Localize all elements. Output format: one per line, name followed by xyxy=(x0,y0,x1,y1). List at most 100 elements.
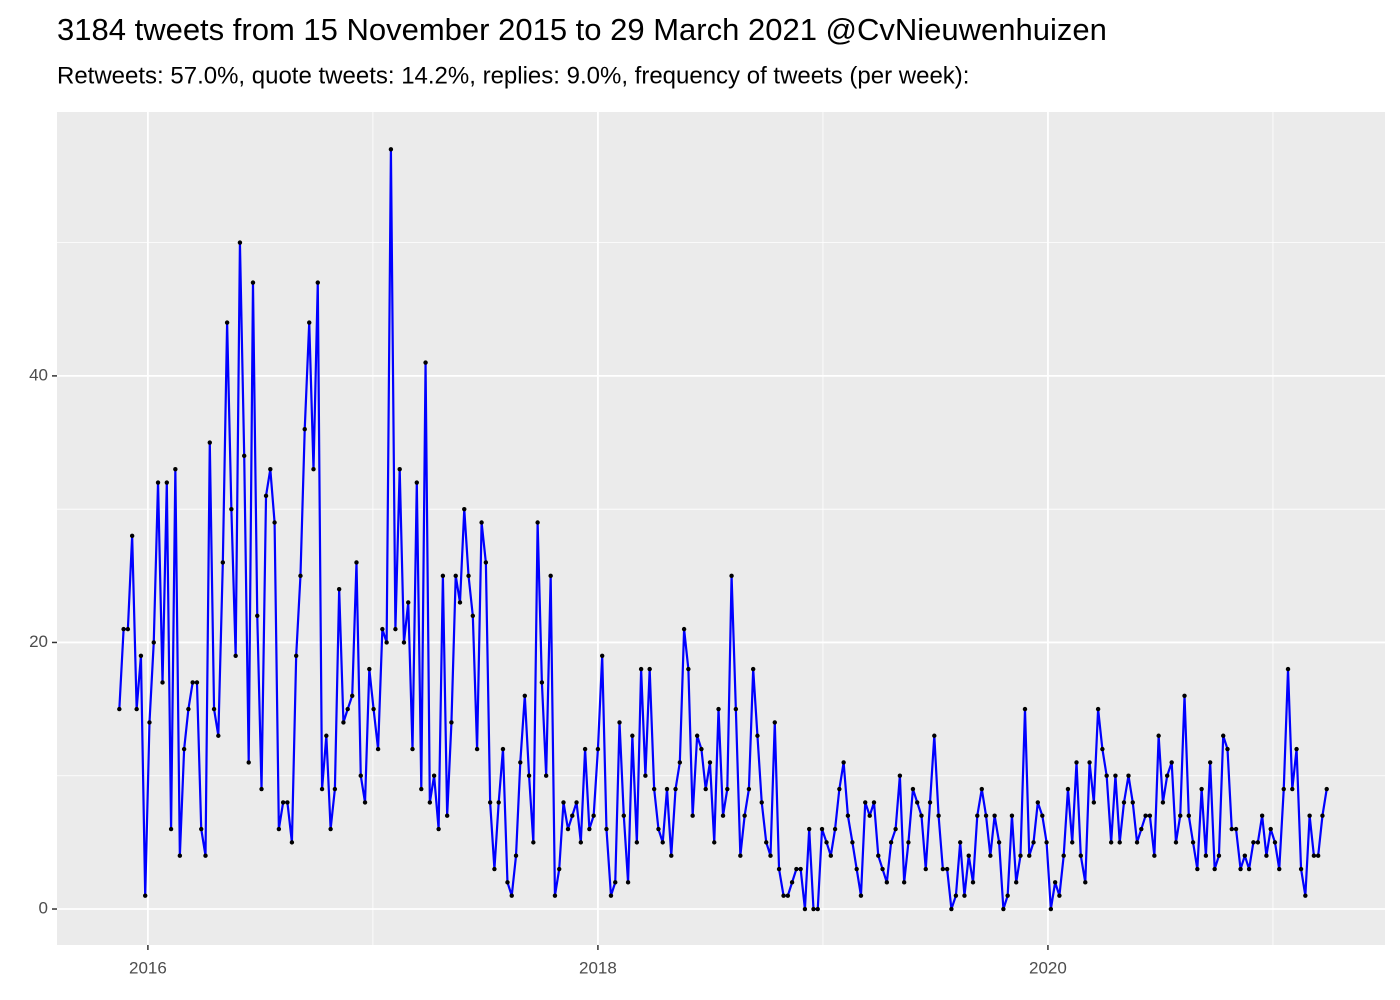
data-point xyxy=(414,480,419,485)
data-point xyxy=(250,280,256,285)
data-point xyxy=(944,866,950,872)
data-point xyxy=(764,840,769,845)
data-point xyxy=(811,906,816,912)
data-point xyxy=(1134,840,1140,845)
data-point xyxy=(354,560,359,565)
data-point xyxy=(436,826,441,832)
data-point xyxy=(324,733,329,738)
data-point xyxy=(1065,786,1071,792)
data-point xyxy=(725,786,730,792)
data-point xyxy=(686,666,691,672)
data-point xyxy=(1100,746,1105,752)
data-point xyxy=(121,626,126,632)
data-point xyxy=(1009,813,1015,818)
data-point xyxy=(828,853,834,858)
data-point xyxy=(419,786,424,792)
data-point xyxy=(319,786,325,792)
data-point xyxy=(190,680,195,685)
data-point xyxy=(1238,866,1243,872)
data-point xyxy=(613,880,618,885)
data-point xyxy=(522,693,527,698)
data-point xyxy=(255,613,260,618)
data-point xyxy=(1277,866,1282,872)
data-point xyxy=(1164,773,1170,778)
data-point xyxy=(1139,826,1144,832)
data-point xyxy=(427,800,433,805)
data-point xyxy=(1169,760,1174,765)
data-point xyxy=(1121,800,1127,805)
data-point xyxy=(462,506,467,512)
data-point xyxy=(962,893,967,898)
data-point xyxy=(1156,733,1161,738)
data-point xyxy=(664,786,670,792)
data-point xyxy=(1104,773,1109,778)
data-point xyxy=(1311,853,1317,858)
data-point xyxy=(535,520,540,525)
data-point xyxy=(341,720,346,725)
data-point xyxy=(1052,880,1058,885)
data-point xyxy=(1113,773,1118,778)
data-point xyxy=(936,813,941,818)
data-point xyxy=(276,826,282,832)
data-point xyxy=(707,760,713,765)
data-point xyxy=(983,813,989,818)
data-point xyxy=(906,840,911,845)
data-point xyxy=(591,813,596,818)
data-point xyxy=(453,573,458,579)
data-point xyxy=(470,613,476,618)
data-point xyxy=(720,813,726,818)
data-point xyxy=(794,866,799,872)
data-point xyxy=(599,653,605,658)
data-point xyxy=(1160,800,1166,805)
data-point xyxy=(211,706,217,712)
data-point xyxy=(957,840,963,845)
data-point xyxy=(587,826,592,832)
data-point xyxy=(1147,813,1153,818)
data-point xyxy=(388,147,394,152)
data-point xyxy=(893,826,898,832)
data-point xyxy=(280,800,286,805)
data-point xyxy=(155,480,161,485)
data-point xyxy=(229,506,234,512)
data-point xyxy=(177,853,183,858)
data-point xyxy=(302,427,307,432)
data-point xyxy=(630,733,635,738)
data-point xyxy=(199,826,204,832)
data-point xyxy=(656,826,661,832)
data-point xyxy=(543,773,549,778)
data-point xyxy=(444,813,450,818)
data-point xyxy=(570,813,575,818)
data-point xyxy=(216,733,221,738)
data-point xyxy=(832,826,838,832)
data-point xyxy=(1108,840,1114,845)
data-point xyxy=(1195,866,1200,872)
data-point xyxy=(970,880,976,885)
data-point xyxy=(203,853,208,858)
data-point xyxy=(733,706,739,712)
data-point xyxy=(410,746,415,752)
data-point xyxy=(988,853,993,858)
data-point xyxy=(824,840,829,845)
data-point xyxy=(845,813,851,818)
data-point xyxy=(690,813,695,818)
data-point xyxy=(457,600,463,605)
data-point xyxy=(293,653,299,658)
data-point xyxy=(638,666,644,672)
data-point xyxy=(694,733,700,738)
data-point xyxy=(975,813,980,818)
data-point xyxy=(233,653,238,658)
data-point xyxy=(268,466,273,472)
data-point xyxy=(328,826,333,832)
data-point xyxy=(1095,706,1101,712)
data-point xyxy=(431,773,437,778)
data-point xyxy=(1014,880,1019,885)
data-point xyxy=(884,880,890,885)
data-point xyxy=(1315,853,1321,858)
data-point xyxy=(440,573,446,579)
data-point xyxy=(1040,813,1045,818)
data-point xyxy=(992,813,997,818)
data-point xyxy=(173,466,178,472)
data-point xyxy=(237,240,243,245)
data-point xyxy=(1126,773,1131,778)
